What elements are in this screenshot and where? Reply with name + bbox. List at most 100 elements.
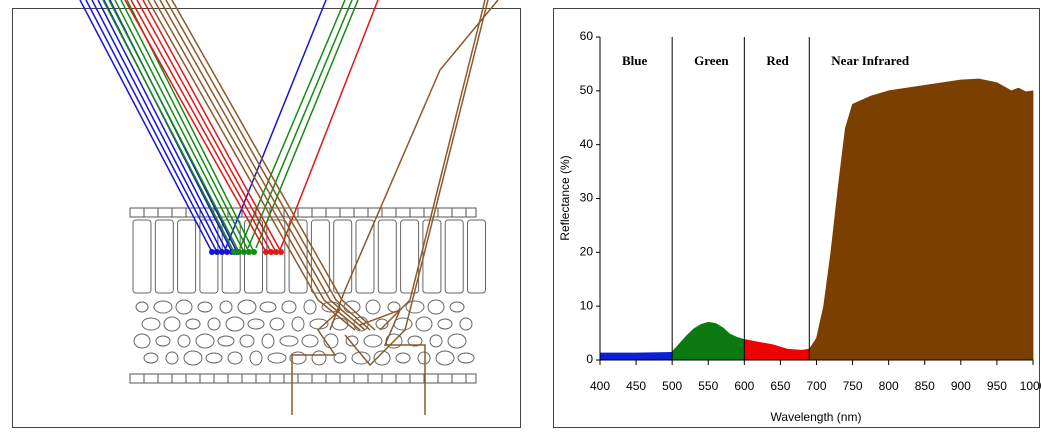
spongy-cell bbox=[459, 317, 473, 331]
absorb-point bbox=[268, 249, 274, 255]
spongy-cell bbox=[437, 318, 453, 330]
spongy-cell bbox=[333, 352, 347, 364]
palisade-cell bbox=[444, 219, 464, 294]
palisade-cell bbox=[132, 219, 152, 294]
spongy-cell bbox=[225, 316, 245, 332]
spongy-cell bbox=[395, 352, 411, 364]
spongy-cell bbox=[197, 301, 213, 313]
reflected-ray bbox=[329, 0, 499, 331]
incident-ray bbox=[102, 0, 235, 253]
x-tick-label: 400 bbox=[590, 379, 610, 393]
y-axis-title: Reflectance (%) bbox=[558, 155, 572, 240]
nir-ray bbox=[153, 0, 361, 331]
spongy-cell bbox=[217, 335, 235, 347]
band-label: Red bbox=[766, 53, 789, 68]
transmitted-ray bbox=[291, 309, 341, 415]
spongy-cell bbox=[449, 301, 465, 313]
spongy-cell bbox=[363, 334, 383, 348]
absorb-point bbox=[273, 249, 279, 255]
x-tick-label: 750 bbox=[843, 379, 863, 393]
spongy-cell bbox=[133, 333, 151, 349]
absorb-point bbox=[246, 249, 252, 255]
nir-ray bbox=[147, 0, 356, 331]
spongy-cell bbox=[365, 299, 381, 315]
spongy-cell bbox=[447, 333, 467, 349]
incident-ray bbox=[124, 0, 267, 253]
reflected-ray bbox=[279, 0, 379, 251]
palisade-cell bbox=[154, 219, 174, 294]
area bbox=[808, 78, 1034, 361]
absorb-point bbox=[224, 249, 230, 255]
spongy-cell bbox=[239, 334, 255, 348]
spongy-cell bbox=[281, 300, 297, 314]
spongy-cell bbox=[163, 316, 181, 332]
spongy-cell bbox=[143, 352, 159, 364]
band-label: Green bbox=[694, 53, 729, 68]
spongy-cell bbox=[279, 335, 299, 347]
x-tick-label: 550 bbox=[698, 379, 718, 393]
y-tick-label: 10 bbox=[580, 298, 594, 312]
absorb-point bbox=[231, 249, 237, 255]
incident-ray bbox=[97, 0, 228, 253]
palisade-cell bbox=[467, 219, 486, 294]
absorb-point bbox=[219, 249, 225, 255]
spongy-cell bbox=[259, 301, 277, 313]
chart: Wavelength (nm) Reflectance (%) Blue Gree… bbox=[558, 29, 1041, 424]
spongy-cell bbox=[195, 333, 215, 349]
incident-ray bbox=[142, 0, 282, 253]
x-tick-label: 900 bbox=[951, 379, 971, 393]
x-tick-label: 700 bbox=[806, 379, 826, 393]
spongy-cell bbox=[247, 318, 265, 330]
absorb-point bbox=[214, 249, 220, 255]
spongy-cell bbox=[135, 301, 149, 313]
incident-ray bbox=[79, 0, 213, 253]
incident-ray bbox=[120, 0, 250, 253]
x-tick-label: 850 bbox=[915, 379, 935, 393]
band-label: Blue bbox=[622, 53, 648, 68]
spongy-cell bbox=[405, 300, 425, 314]
spongy-cell bbox=[321, 301, 341, 313]
spongy-cell bbox=[155, 335, 171, 347]
spongy-cell bbox=[185, 318, 201, 330]
palisade-cell bbox=[221, 219, 241, 294]
area bbox=[599, 352, 673, 361]
spongy-cell bbox=[407, 335, 423, 347]
leaf-diagram bbox=[79, 0, 499, 415]
incident-ray bbox=[85, 0, 218, 253]
x-tick-label: 800 bbox=[879, 379, 899, 393]
x-tick-label: 950 bbox=[987, 379, 1007, 393]
nir-ray bbox=[159, 0, 366, 331]
spongy-cell bbox=[261, 333, 275, 349]
spongy-cell bbox=[417, 351, 431, 365]
x-tick-label: 600 bbox=[734, 379, 754, 393]
absorb-point bbox=[241, 249, 247, 255]
spongy-cell bbox=[373, 350, 391, 366]
absorb-point bbox=[251, 249, 257, 255]
nir-ray bbox=[165, 0, 371, 331]
spongy-cell bbox=[291, 316, 305, 332]
spongy-cell bbox=[435, 350, 455, 366]
incident-ray bbox=[130, 0, 272, 253]
y-tick-label: 50 bbox=[580, 83, 594, 97]
spongy-cell bbox=[227, 351, 243, 365]
spongy-cell bbox=[429, 334, 443, 348]
palisade-cell bbox=[377, 219, 397, 294]
incident-ray bbox=[91, 0, 223, 253]
palisade-cell bbox=[333, 219, 353, 294]
y-tick-label: 20 bbox=[580, 245, 594, 259]
spongy-cell bbox=[183, 350, 203, 366]
spongy-cell bbox=[141, 317, 161, 331]
y-tick-label: 0 bbox=[586, 352, 593, 366]
palisade-cell bbox=[177, 219, 197, 294]
palisade-cell bbox=[266, 219, 286, 294]
palisade-cell bbox=[400, 219, 420, 294]
palisade-cell bbox=[199, 219, 219, 294]
reflected-ray bbox=[379, 0, 486, 331]
area bbox=[671, 321, 745, 361]
reflected-ray bbox=[344, 0, 489, 367]
y-tick-label: 60 bbox=[580, 29, 594, 43]
transmitted-ray bbox=[359, 308, 426, 415]
spongy-cell bbox=[415, 316, 433, 332]
palisade-cell bbox=[288, 219, 308, 294]
spongy-cell bbox=[269, 317, 285, 331]
